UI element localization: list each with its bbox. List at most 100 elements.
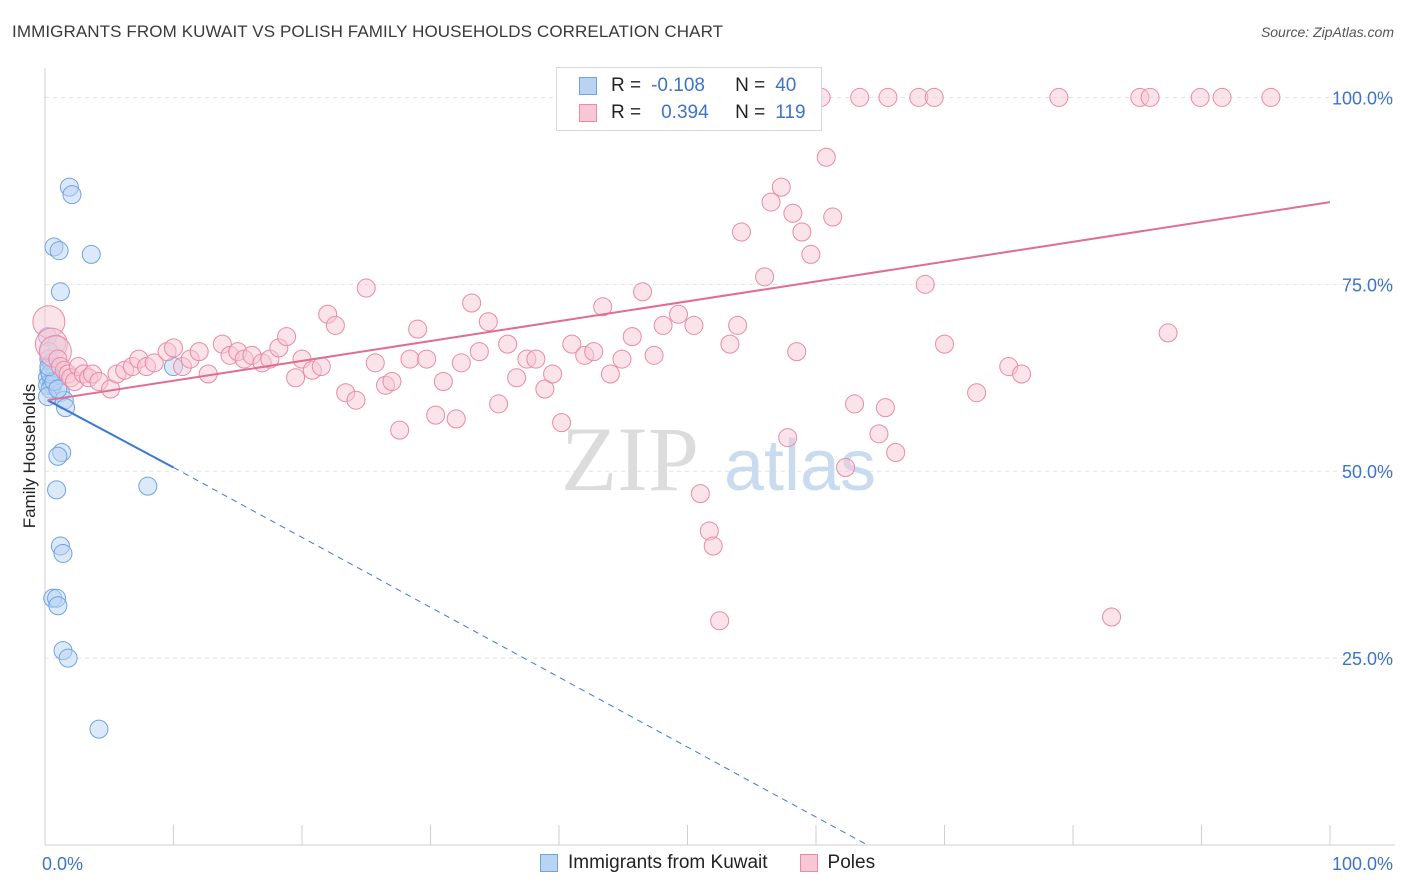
data-point	[543, 364, 563, 384]
blue-swatch	[540, 854, 558, 872]
data-point	[356, 278, 376, 298]
data-point	[451, 353, 471, 373]
data-point	[535, 379, 555, 399]
y-tick-label: 25.0%	[1342, 649, 1393, 669]
data-point	[1212, 87, 1232, 107]
series-kuwait	[38, 177, 183, 739]
data-point	[869, 424, 889, 444]
series-poles	[32, 87, 1281, 631]
data-point	[850, 87, 870, 107]
trend-line-kuwait	[47, 399, 174, 469]
data-point	[720, 334, 740, 354]
blue-swatch	[579, 77, 597, 95]
r-label: R =	[611, 75, 642, 96]
data-point	[426, 405, 446, 425]
data-point	[878, 87, 898, 107]
r-label: R =	[611, 102, 642, 123]
data-point	[600, 364, 620, 384]
data-point	[1140, 87, 1160, 107]
legend-label-kuwait: Immigrants from Kuwait	[568, 852, 768, 873]
legend-item-poles[interactable]: Poles	[799, 852, 876, 874]
data-point	[277, 327, 297, 347]
data-point	[792, 222, 812, 242]
data-point	[669, 304, 689, 324]
data-point	[469, 342, 489, 362]
legend-item-kuwait[interactable]: Immigrants from Kuwait	[540, 852, 768, 874]
data-point	[417, 349, 437, 369]
data-point	[462, 293, 482, 313]
data-point	[935, 334, 954, 354]
trend-line-kuwait-extension	[173, 467, 868, 846]
data-point	[390, 420, 410, 440]
data-point	[584, 342, 604, 362]
pink-swatch	[799, 854, 818, 872]
data-point	[771, 177, 791, 197]
data-point	[311, 357, 331, 377]
data-point	[778, 428, 798, 448]
data-point	[1158, 323, 1178, 343]
legend-label-poles: Poles	[827, 852, 876, 873]
data-point	[53, 543, 73, 563]
data-point	[325, 315, 345, 335]
data-point	[915, 274, 935, 294]
data-point	[507, 368, 527, 388]
watermark-zip: ZIP	[561, 408, 699, 510]
data-point	[526, 349, 546, 369]
data-point	[138, 476, 158, 496]
data-point	[478, 312, 498, 332]
data-point	[498, 334, 518, 354]
data-point	[836, 457, 856, 477]
data-point	[845, 394, 865, 414]
data-point	[761, 192, 781, 212]
data-point	[816, 147, 836, 167]
data-point	[164, 338, 183, 358]
data-point	[703, 536, 723, 556]
y-axis-label: Family Households	[20, 383, 39, 529]
x-tick-label: 0.0%	[42, 854, 83, 874]
data-point	[48, 446, 68, 466]
data-point	[144, 353, 164, 373]
data-point	[47, 480, 67, 500]
data-point	[1012, 364, 1032, 384]
legend-row-poles: R = 0.394 N = 119	[579, 101, 806, 125]
n-label: N =	[735, 102, 766, 123]
y-tick-label: 75.0%	[1342, 275, 1393, 295]
r-value: 0.394	[661, 102, 709, 123]
data-point	[50, 282, 70, 302]
x-tick-label: 100.0%	[1332, 854, 1393, 874]
chart-title: IMMIGRANTS FROM KUWAIT VS POLISH FAMILY …	[12, 22, 724, 41]
source-label: Source: ZipAtlas.com	[1260, 24, 1394, 40]
data-point	[48, 596, 68, 616]
data-point	[622, 327, 642, 347]
data-point	[62, 185, 82, 205]
data-point	[924, 87, 944, 107]
stats-legend: R = -0.108 N = 40 R = 0.394 N = 119	[556, 67, 822, 131]
data-point	[1102, 607, 1122, 627]
data-point	[1190, 87, 1210, 107]
data-point	[612, 349, 632, 369]
data-point	[552, 413, 572, 433]
data-point	[433, 372, 453, 392]
data-point	[346, 390, 366, 410]
n-value: 40	[775, 75, 797, 96]
data-point	[755, 267, 775, 287]
data-point	[58, 648, 78, 668]
data-point	[408, 319, 428, 339]
data-point	[787, 342, 807, 362]
data-point	[1049, 87, 1069, 107]
data-point	[489, 394, 509, 414]
data-point	[731, 222, 751, 242]
legend-row-kuwait: R = -0.108 N = 40	[579, 74, 796, 98]
data-point	[710, 611, 730, 631]
data-point	[446, 409, 466, 429]
data-point	[89, 719, 109, 739]
data-point	[653, 315, 673, 335]
data-point	[644, 345, 664, 365]
data-point	[633, 282, 653, 302]
data-point	[823, 207, 843, 227]
data-point	[286, 368, 306, 388]
data-point	[189, 342, 209, 362]
y-tick-label: 100.0%	[1332, 88, 1393, 108]
y-tick-label: 50.0%	[1342, 462, 1393, 482]
